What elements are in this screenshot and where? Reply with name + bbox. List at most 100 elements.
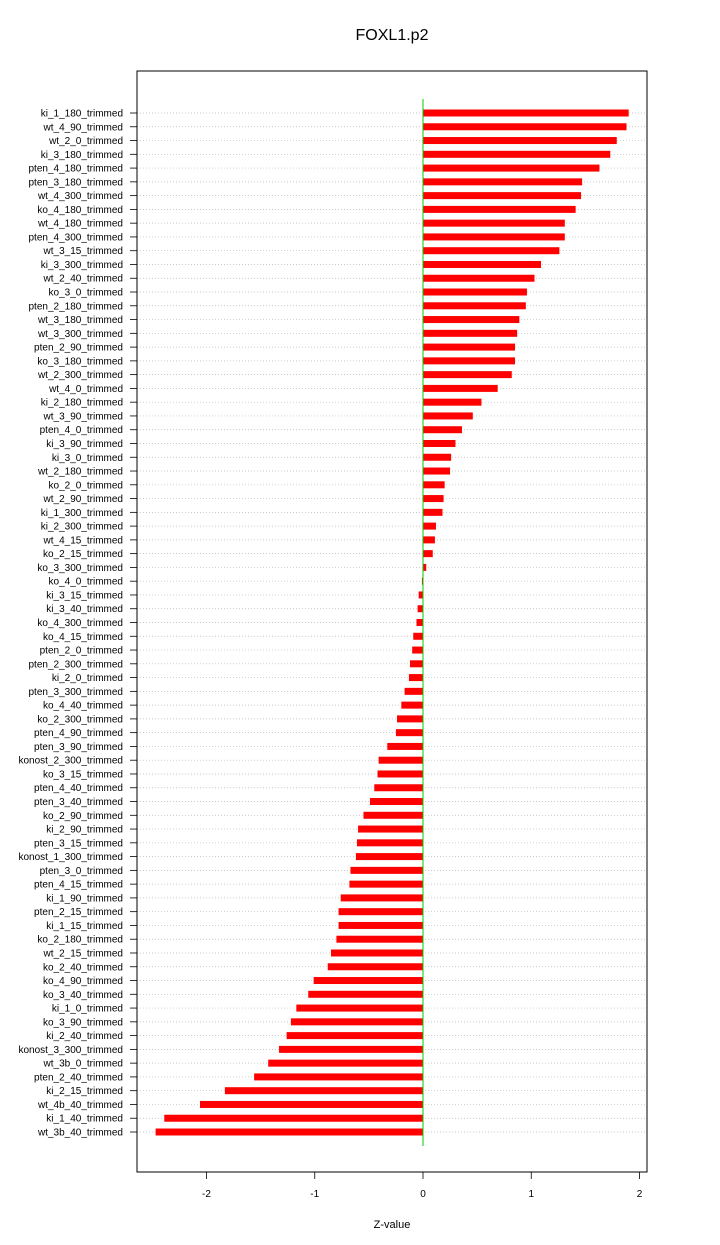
bar: [423, 233, 565, 241]
bar: [421, 577, 423, 585]
bar: [374, 784, 423, 792]
bar: [423, 563, 427, 571]
bar: [254, 1073, 423, 1081]
bar: [410, 660, 423, 668]
category-label: pten_3_180_trimmed: [28, 177, 123, 188]
category-label: wt_2_40_trimmed: [43, 274, 123, 285]
category-label: wt_2_15_trimmed: [43, 948, 123, 959]
category-label: ko_3_40_trimmed: [43, 990, 123, 1001]
bar: [423, 439, 456, 447]
bar: [423, 178, 583, 186]
bar: [423, 329, 518, 337]
bar: [423, 247, 560, 255]
bar: [423, 508, 443, 516]
bar: [423, 522, 436, 530]
category-label: ki_1_15_trimmed: [46, 921, 123, 932]
category-label: pten_4_15_trimmed: [34, 880, 123, 891]
bar: [417, 605, 423, 613]
bar: [155, 1128, 423, 1136]
bar: [423, 260, 541, 268]
category-label: wt_2_0_trimmed: [48, 136, 123, 147]
bar: [412, 646, 423, 654]
category-label: pten_4_180_trimmed: [28, 164, 123, 175]
bar: [340, 894, 423, 902]
category-label: ko_2_40_trimmed: [43, 962, 123, 973]
category-label: ko_3_15_trimmed: [43, 769, 123, 780]
bar: [377, 770, 423, 778]
category-label: ki_3_300_trimmed: [41, 260, 123, 271]
category-label: ko_4_40_trimmed: [43, 701, 123, 712]
category-label: pten_4_300_trimmed: [28, 232, 123, 243]
bar: [404, 687, 423, 695]
bar: [423, 357, 516, 365]
bar: [358, 825, 423, 833]
category-label: wt_3_180_trimmed: [37, 315, 123, 326]
category-label: ki_2_180_trimmed: [41, 398, 123, 409]
category-label: wt_2_90_trimmed: [43, 494, 123, 505]
bar: [423, 109, 629, 117]
bar: [423, 192, 582, 200]
category-label: konost_3_300_trimmed: [18, 1045, 123, 1056]
bar: [327, 963, 423, 971]
bar: [387, 742, 423, 750]
category-label: pten_4_90_trimmed: [34, 728, 123, 739]
bars: [155, 109, 629, 1136]
category-label: ko_3_0_trimmed: [49, 288, 123, 299]
bar: [164, 1114, 423, 1122]
x-axis: -2 -1 0 1 2: [202, 1172, 643, 1200]
bar: [313, 977, 423, 985]
category-label: ki_2_40_trimmed: [46, 1031, 123, 1042]
category-label: pten_2_15_trimmed: [34, 907, 123, 918]
category-label: ko_4_15_trimmed: [43, 632, 123, 643]
bar: [423, 412, 473, 420]
category-label: ko_4_0_trimmed: [49, 577, 123, 588]
bar: [338, 921, 423, 929]
x-tick-label: -1: [310, 1189, 319, 1200]
bar: [423, 164, 600, 172]
bar: [423, 453, 452, 461]
category-label: pten_3_15_trimmed: [34, 838, 123, 849]
category-label: ko_2_180_trimmed: [37, 935, 123, 946]
bar: [356, 839, 423, 847]
category-label: wt_2_300_trimmed: [37, 370, 123, 381]
bar: [363, 811, 423, 819]
category-label: pten_3_0_trimmed: [40, 866, 123, 877]
bar: [423, 398, 482, 406]
x-tick-label: -2: [202, 1189, 211, 1200]
bar: [395, 729, 423, 737]
category-label: ki_1_180_trimmed: [41, 109, 123, 120]
bar: [423, 150, 611, 158]
bar: [423, 495, 444, 503]
bar: [350, 866, 423, 874]
bar: [423, 536, 435, 544]
category-label: wt_4_180_trimmed: [37, 219, 123, 230]
category-label: pten_3_90_trimmed: [34, 742, 123, 753]
bar: [401, 701, 423, 709]
x-tick-label: 1: [528, 1189, 534, 1200]
category-label: ki_3_15_trimmed: [46, 590, 123, 601]
category-label: ki_1_300_trimmed: [41, 508, 123, 519]
category-label: ko_4_300_trimmed: [37, 618, 123, 629]
category-label: wt_4_90_trimmed: [43, 122, 123, 133]
bar: [308, 990, 423, 998]
category-label: ko_3_300_trimmed: [37, 563, 123, 574]
category-label: ki_2_0_trimmed: [52, 673, 123, 684]
category-label: wt_3_90_trimmed: [43, 411, 123, 422]
category-label: ki_3_0_trimmed: [52, 453, 123, 464]
bar: [423, 371, 512, 379]
category-label: konost_1_300_trimmed: [18, 852, 123, 863]
category-label: ko_2_90_trimmed: [43, 811, 123, 822]
bar: [397, 715, 423, 723]
category-label: pten_4_40_trimmed: [34, 783, 123, 794]
category-label: ko_2_0_trimmed: [49, 480, 123, 491]
bar: [286, 1032, 423, 1040]
chart-title: FOXL1.p2: [356, 27, 429, 44]
category-label: ko_2_15_trimmed: [43, 549, 123, 560]
bar: [423, 302, 526, 310]
bar: [349, 880, 423, 888]
category-label: ki_3_90_trimmed: [46, 439, 123, 450]
category-label: wt_4_300_trimmed: [37, 191, 123, 202]
category-label: ki_2_300_trimmed: [41, 522, 123, 533]
category-label: ki_1_40_trimmed: [46, 1114, 123, 1125]
bar: [268, 1059, 423, 1067]
